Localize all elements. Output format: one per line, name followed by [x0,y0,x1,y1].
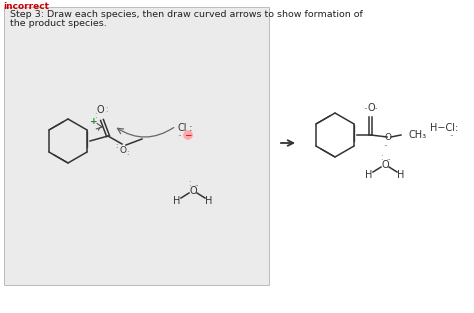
Text: +: + [90,117,98,126]
Circle shape [183,131,192,140]
Text: O: O [381,160,389,170]
Text: :: : [126,150,128,156]
Text: O: O [119,146,127,155]
Text: O: O [384,132,392,141]
Text: :: : [189,123,193,133]
Text: ..: .. [384,141,388,147]
Text: ..: .. [379,132,383,138]
Text: :: : [94,111,96,121]
Text: :: : [105,105,107,115]
Text: :: : [380,153,382,162]
Text: CH₃: CH₃ [409,130,427,140]
Text: :: : [188,179,190,188]
Text: :: : [115,143,117,149]
Text: O: O [367,103,375,113]
Text: ..: .. [195,181,199,187]
Text: H: H [397,170,405,180]
Text: H−Cl:: H−Cl: [430,123,458,133]
FancyBboxPatch shape [4,7,269,285]
Text: ..: .. [178,130,182,138]
Text: ..: .. [450,131,454,137]
Text: Step 3: Draw each species, then draw curved arrows to show formation of: Step 3: Draw each species, then draw cur… [10,10,363,19]
Text: O: O [96,105,104,115]
Text: ..: .. [387,155,391,161]
Text: ..: .. [374,104,378,110]
Text: H: H [173,196,181,206]
Text: incorrect: incorrect [3,2,49,11]
Text: the product species.: the product species. [10,19,107,28]
Text: −: − [184,131,192,140]
Text: Cl: Cl [178,123,188,133]
Text: O: O [189,186,197,196]
Text: ..: .. [364,104,368,110]
Text: H: H [205,196,213,206]
Text: H: H [365,170,373,180]
